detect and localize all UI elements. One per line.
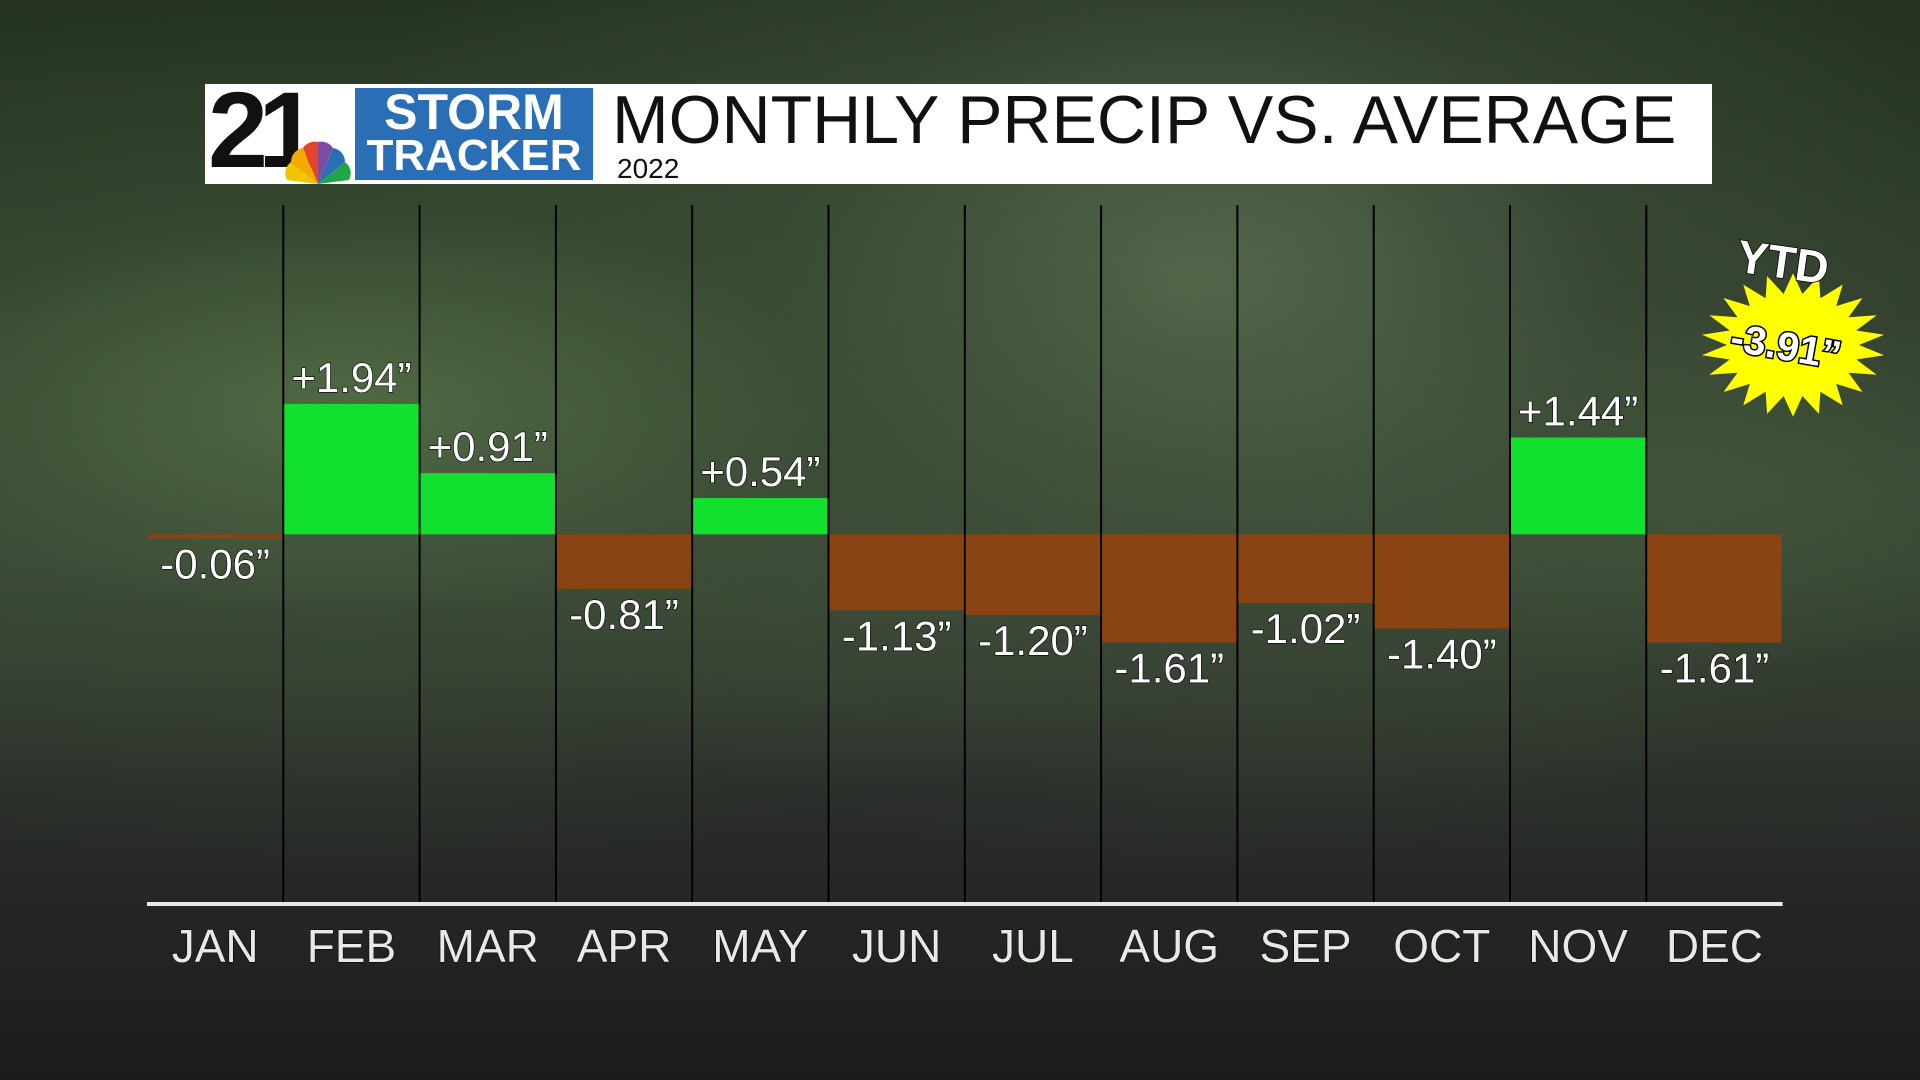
- value-label: -1.02”: [1251, 605, 1361, 652]
- month-label: OCT: [1393, 920, 1490, 972]
- value-label: +1.94”: [291, 354, 411, 401]
- bar-mar: [420, 473, 555, 535]
- month-label: MAY: [712, 920, 808, 972]
- month-label: DEC: [1666, 920, 1763, 972]
- bar-jan: [148, 534, 283, 539]
- month-label: NOV: [1528, 920, 1628, 972]
- month-label: JUN: [852, 920, 941, 972]
- month-label: JAN: [172, 920, 259, 972]
- title-background: [597, 84, 1712, 184]
- bar-jul: [965, 534, 1101, 615]
- bar-feb: [284, 403, 419, 535]
- value-label: -0.81”: [569, 591, 679, 638]
- value-label: -1.13”: [842, 612, 952, 659]
- value-label: -0.06”: [160, 540, 270, 587]
- bar-oct: [1374, 534, 1509, 629]
- logo-tracker-text: TRACKER: [366, 131, 582, 180]
- month-label: AUG: [1119, 920, 1219, 972]
- value-label: -1.61”: [1660, 645, 1770, 692]
- bar-jun: [829, 534, 964, 611]
- value-label: -1.20”: [978, 617, 1088, 664]
- bar-aug: [1102, 534, 1237, 643]
- value-label: +0.54”: [700, 448, 820, 495]
- bar-nov: [1511, 437, 1646, 535]
- month-label: FEB: [307, 920, 396, 972]
- value-label: -1.61”: [1114, 645, 1224, 692]
- ytd-label: YTD: [1734, 230, 1832, 294]
- month-label: MAR: [437, 920, 539, 972]
- month-label: JUL: [992, 920, 1074, 972]
- ytd-starburst: [1701, 273, 1885, 417]
- month-label: SEP: [1260, 920, 1352, 972]
- peacock-icon: [285, 141, 351, 184]
- bar-dec: [1647, 534, 1782, 643]
- logo-storm-text: STORM: [384, 84, 564, 140]
- value-label: -1.40”: [1387, 630, 1497, 677]
- value-label: +0.91”: [428, 423, 548, 470]
- chart-subtitle: 2022: [617, 153, 680, 184]
- bar-apr: [556, 534, 692, 589]
- bar-may: [693, 498, 828, 535]
- chart-title: MONTHLY PRECIP VS. AVERAGE: [612, 82, 1677, 158]
- month-label: APR: [577, 920, 672, 972]
- logo-blue-panel: [355, 88, 593, 180]
- bar-sep: [1238, 534, 1373, 603]
- value-label: +1.44”: [1518, 388, 1638, 435]
